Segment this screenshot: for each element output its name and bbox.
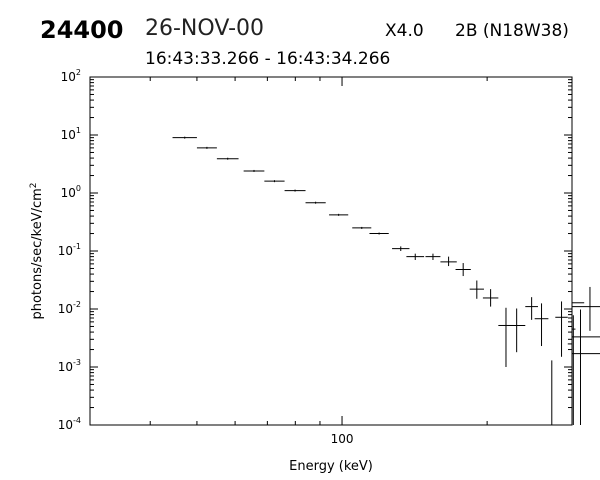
- y-tick-label: 100: [61, 184, 81, 200]
- data-point: [525, 297, 538, 320]
- data-point: [572, 309, 581, 425]
- data-point: [482, 289, 499, 307]
- data-point: [546, 360, 558, 426]
- data-point: [329, 213, 349, 216]
- data-point: [555, 301, 568, 357]
- data-point: [243, 169, 265, 172]
- data-point: [440, 256, 457, 267]
- y-tick-label: 10-1: [58, 242, 81, 258]
- data-point: [572, 353, 600, 355]
- y-tick-label-exponent: 1: [76, 126, 81, 135]
- y-tick-label-exponent: -4: [73, 416, 81, 425]
- y-axis-label: photons/sec/keV/cm2: [29, 182, 45, 319]
- y-tick-label-exponent: -1: [73, 242, 81, 251]
- data-point: [469, 280, 484, 299]
- y-tick-label: 10-3: [58, 358, 81, 374]
- data-point: [498, 307, 514, 367]
- y-tick-label-base: 10: [61, 186, 76, 200]
- y-tick-label: 10-4: [58, 416, 81, 432]
- plot-frame: [89, 76, 573, 426]
- y-tick-label-base: 10: [58, 244, 73, 258]
- axis-ticks: [89, 76, 573, 426]
- data-point: [284, 189, 306, 192]
- data-point: [392, 246, 410, 251]
- goes-class: X4.0: [385, 21, 424, 41]
- data-point: [567, 315, 574, 425]
- data-points: [172, 136, 600, 426]
- time-range: 16:43:33.266 - 16:43:34.266: [145, 49, 391, 69]
- x-tick-label: 100: [331, 432, 354, 446]
- data-point: [172, 136, 197, 139]
- data-point: [572, 306, 600, 308]
- y-tick-label-base: 10: [58, 360, 73, 374]
- y-tick-label-exponent: -2: [73, 300, 81, 309]
- y-tick-label-exponent: -3: [73, 358, 81, 367]
- data-point: [406, 253, 425, 260]
- y-tick-label-exponent: 2: [76, 68, 81, 77]
- data-point: [264, 180, 285, 183]
- data-point: [508, 308, 526, 353]
- data-point: [425, 253, 441, 260]
- data-point: [369, 232, 389, 235]
- event-date: 26-NOV-00: [145, 16, 265, 41]
- data-point: [196, 146, 217, 149]
- y-tick-label-base: 10: [61, 70, 76, 84]
- data-point: [305, 201, 326, 204]
- data-point: [352, 226, 372, 229]
- data-point: [572, 336, 600, 338]
- data-point: [572, 286, 591, 331]
- x-axis-label: Energy (keV): [289, 459, 373, 474]
- y-axis-label-text: photons/sec/keV/cm: [30, 188, 45, 319]
- y-tick-label-base: 10: [58, 302, 73, 316]
- flare-location: 2B (N18W38): [455, 21, 569, 41]
- event-number: 24400: [40, 16, 124, 44]
- y-tick-label-base: 10: [58, 418, 73, 432]
- data-point: [455, 263, 471, 277]
- y-axis-label-superscript: 2: [29, 182, 39, 188]
- y-tick-label-base: 10: [61, 128, 76, 142]
- y-tick-label: 10-2: [58, 300, 81, 316]
- x-tick-labels: 100: [331, 432, 354, 446]
- y-tick-label: 101: [61, 126, 81, 142]
- data-point: [216, 157, 239, 160]
- data-point: [534, 303, 549, 347]
- y-tick-label: 102: [61, 68, 81, 84]
- y-tick-label-exponent: 0: [76, 184, 81, 193]
